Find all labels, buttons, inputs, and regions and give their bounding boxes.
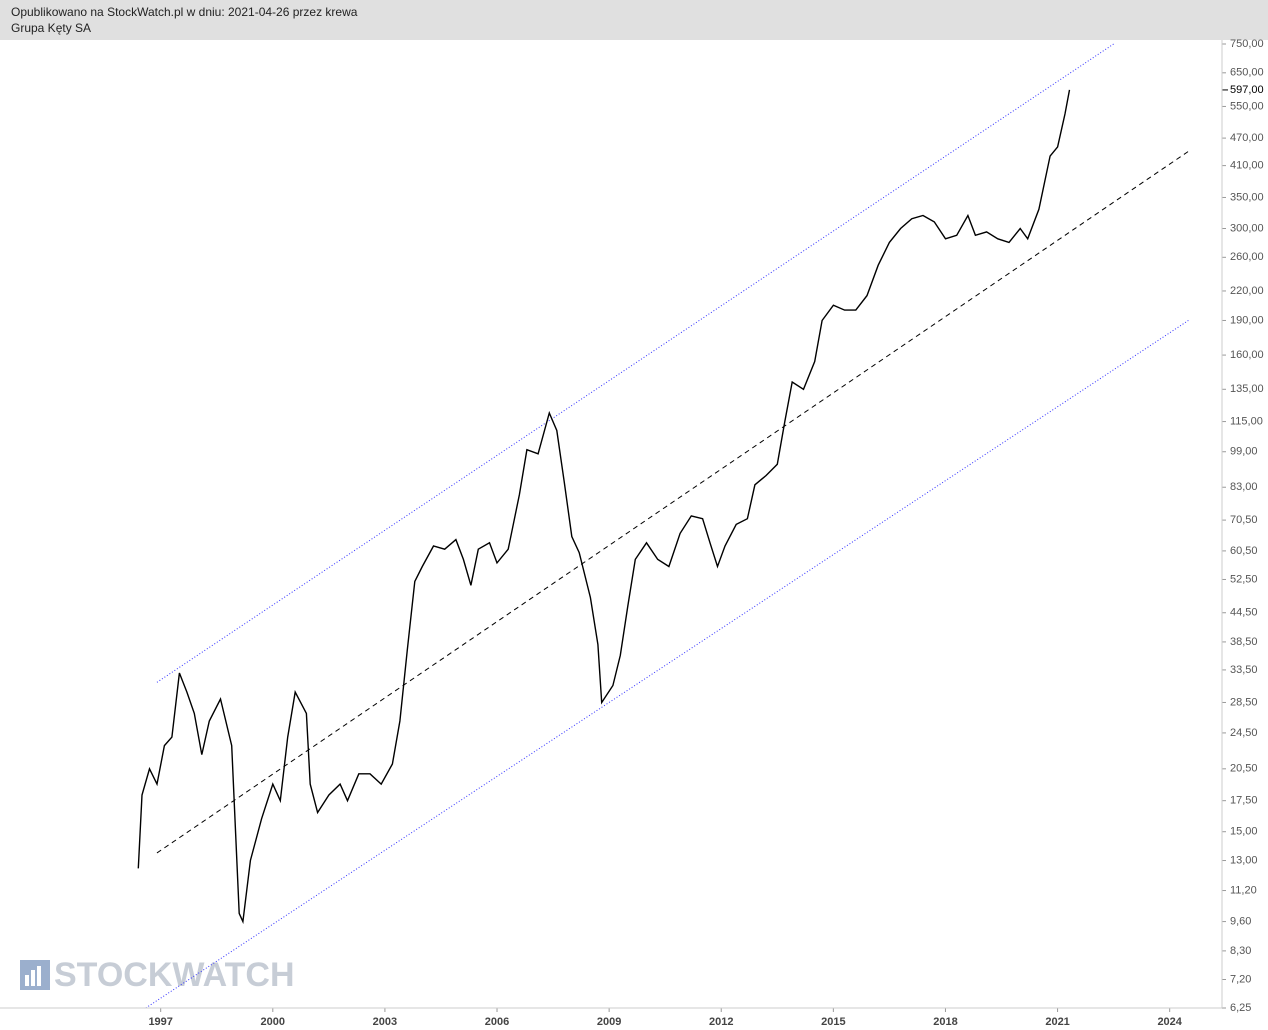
y-tick-label: 99,00 xyxy=(1230,446,1258,458)
y-tick-label: 135,00 xyxy=(1230,383,1264,395)
x-tick-label: 2012 xyxy=(709,1016,733,1028)
y-tick-label: 260,00 xyxy=(1230,251,1264,263)
watermark-text: STOCKWATCH xyxy=(54,956,295,994)
header-bar: Opublikowano na StockWatch.pl w dniu: 20… xyxy=(0,0,1268,40)
y-tick-label: 160,00 xyxy=(1230,349,1264,361)
y-tick-label: 8,30 xyxy=(1230,945,1251,957)
x-tick-label: 2015 xyxy=(821,1016,845,1028)
y-tick-label: 20,50 xyxy=(1230,763,1258,775)
y-tick-label: 44,50 xyxy=(1230,607,1258,619)
x-tick-label: 1997 xyxy=(148,1016,172,1028)
y-tick-label: 38,50 xyxy=(1230,636,1258,648)
y-tick-label: 33,50 xyxy=(1230,664,1258,676)
y-tick-label: 350,00 xyxy=(1230,191,1264,203)
y-tick-label: 24,50 xyxy=(1230,727,1258,739)
y-tick-label: 115,00 xyxy=(1230,415,1263,427)
y-tick-label: 9,60 xyxy=(1230,915,1251,927)
y-tick-label: 7,20 xyxy=(1230,973,1251,985)
logo-bar xyxy=(37,966,41,986)
y-tick-label: 60,50 xyxy=(1230,545,1258,557)
y-tick-label: 6,25 xyxy=(1230,1002,1251,1014)
trend-line xyxy=(145,320,1189,1008)
instrument-name: Grupa Kęty SA xyxy=(11,21,92,35)
y-tick-label: 52,50 xyxy=(1230,573,1258,585)
x-tick-label: 2000 xyxy=(261,1016,285,1028)
y-tick-label: 750,00 xyxy=(1230,38,1264,50)
y-tick-label: 83,00 xyxy=(1230,481,1258,493)
y-tick-label: 220,00 xyxy=(1230,285,1264,297)
last-price-label: 597,00 xyxy=(1230,84,1264,96)
logo-bar xyxy=(25,975,29,986)
x-tick-label: 2024 xyxy=(1157,1016,1182,1028)
y-tick-label: 550,00 xyxy=(1230,100,1264,112)
y-tick-label: 70,50 xyxy=(1230,514,1258,526)
x-tick-label: 2021 xyxy=(1045,1016,1069,1028)
price-line xyxy=(137,89,1071,925)
y-tick-label: 300,00 xyxy=(1230,222,1264,234)
y-tick-label: 13,00 xyxy=(1230,854,1258,866)
y-tick-label: 470,00 xyxy=(1230,132,1264,144)
x-tick-label: 2009 xyxy=(597,1016,621,1028)
trend-line xyxy=(156,150,1189,854)
trend-line xyxy=(156,43,1114,683)
published-note: Opublikowano na StockWatch.pl w dniu: 20… xyxy=(11,5,358,19)
plot-area xyxy=(137,43,1189,1008)
x-tick-label: 2006 xyxy=(485,1016,509,1028)
logo-bar xyxy=(31,970,35,986)
x-tick-label: 2018 xyxy=(933,1016,957,1028)
x-tick-label: 2003 xyxy=(373,1016,397,1028)
y-tick-label: 410,00 xyxy=(1230,160,1264,172)
y-tick-label: 11,20 xyxy=(1230,884,1257,896)
y-tick-label: 15,00 xyxy=(1230,826,1258,838)
y-tick-label: 28,50 xyxy=(1230,696,1258,708)
y-tick-label: 650,00 xyxy=(1230,67,1264,79)
y-tick-label: 190,00 xyxy=(1230,314,1264,326)
watermark-logo: STOCKWATCH xyxy=(20,956,295,994)
y-tick-label: 17,50 xyxy=(1230,795,1258,807)
